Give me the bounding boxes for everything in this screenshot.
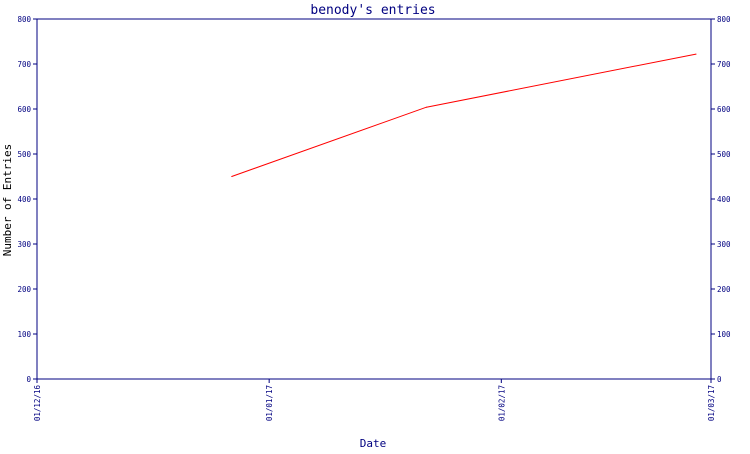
y-tick-label-left: 700 (17, 60, 31, 69)
y-tick-label-right: 100 (717, 330, 731, 339)
plot-frame (36, 18, 712, 380)
y-tick-label-right: 0 (717, 375, 722, 384)
ticks: 0 0 100 100 200 200 300 300 400 400 500 500 600 600 70… (17, 15, 731, 421)
series-point (695, 53, 697, 55)
x-tick-label: 01/03/17 (707, 385, 716, 421)
y-tick-label-left: 500 (17, 150, 31, 159)
series-layer (231, 53, 697, 177)
y-tick-label-right: 300 (717, 240, 731, 249)
y-tick-label-left: 100 (17, 330, 31, 339)
axes (36, 18, 712, 380)
x-tick-label: 01/12/16 (33, 385, 42, 422)
series-point (425, 106, 427, 108)
y-tick-label-left: 0 (26, 375, 31, 384)
series-line (231, 53, 697, 177)
y-tick-label-left: 600 (17, 105, 31, 114)
x-axis-label: Date (360, 437, 387, 450)
x-tick-label: 01/02/17 (497, 385, 506, 421)
y-tick-label-right: 200 (717, 285, 731, 294)
y-tick-label-left: 400 (17, 195, 31, 204)
y-axis-label: Number of Entries (1, 144, 14, 257)
x-tick-label: 01/01/17 (265, 385, 274, 421)
y-tick-label-right: 700 (717, 60, 731, 69)
y-tick-label-right: 600 (717, 105, 731, 114)
y-tick-label-right: 400 (717, 195, 731, 204)
y-tick-label-right: 800 (717, 15, 731, 24)
y-tick-label-left: 800 (17, 15, 31, 24)
series-point (231, 176, 233, 177)
y-tick-label-right: 500 (717, 150, 731, 159)
y-tick-label-left: 300 (17, 240, 31, 249)
chart-title: benody's entries (310, 3, 435, 18)
y-tick-label-left: 200 (17, 285, 31, 294)
